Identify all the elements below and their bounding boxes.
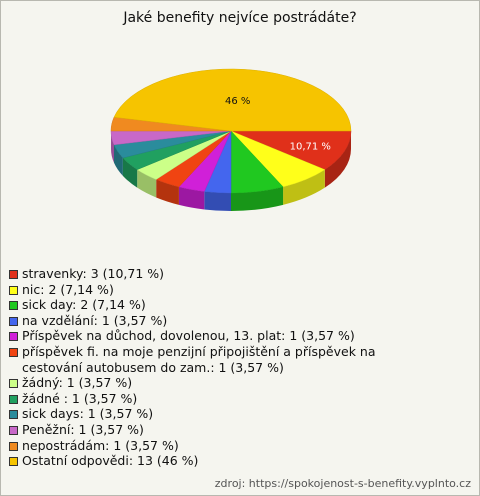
legend: stravenky: 3 (10,71 %) nic: 2 (7,14 %) sic… (9, 266, 429, 469)
slice (113, 68, 352, 132)
slice-side (137, 169, 157, 198)
legend-swatch (9, 394, 18, 404)
legend-swatch (9, 441, 18, 451)
source: zdroj: https://spokojenost-s-benefity.vy… (214, 477, 471, 490)
slice-side (178, 186, 205, 210)
legend-item: příspěvek fi. na moje penzijní připojišt… (9, 344, 429, 375)
slice-side (283, 169, 325, 205)
slice-side (156, 179, 179, 205)
legend-swatch (9, 457, 18, 467)
legend-label: stravenky: 3 (10,71 %) (22, 266, 165, 281)
legend-swatch (9, 301, 18, 311)
pie-area: Jaké benefity nejvíce postrádáte? 10,71 … (110, 10, 357, 211)
legend-label: žádný: 1 (3,57 %) (22, 375, 133, 391)
slice-side (204, 191, 231, 211)
legend-swatch (9, 425, 18, 435)
legend-label: Příspěvek na důchod, dovolenou, 13. plat… (22, 328, 355, 344)
legend-item: Ostatní odpovědi: 13 (46 %) (9, 453, 429, 469)
legend-swatch (9, 379, 18, 389)
legend-label: nic: 2 (7,14 %) (22, 281, 114, 297)
legend-swatch (9, 332, 18, 342)
legend-label: sick day: 2 (7,14 %) (22, 297, 146, 313)
legend-item: nic: 2 (7,14 %) (9, 282, 429, 298)
legend-swatch (9, 410, 18, 420)
legend-item: Peněžní: 1 (3,57 %) (9, 422, 429, 438)
legend-label: nepostrádám: 1 (3,57 %) (22, 437, 179, 453)
legend-item: na vzdělání: 1 (3,57 %) (9, 313, 429, 329)
legend-label: Ostatní odpovědi: 13 (46 %) (22, 453, 199, 469)
legend-item: stravenky: 3 (10,71 %) (9, 266, 429, 282)
legend-item: Příspěvek na důchod, dovolenou, 13. plat… (9, 328, 429, 344)
legend-label: Peněžní: 1 (3,57 %) (22, 421, 144, 437)
legend-label: příspěvek fi. na moje penzijní připojišt… (22, 343, 376, 375)
legend-swatch (9, 316, 18, 326)
legend-item: žádný: 1 (3,57 %) (9, 375, 429, 391)
legend-swatch (9, 347, 18, 357)
legend-swatch (9, 285, 18, 295)
legend-item: sick day: 2 (7,14 %) (9, 297, 429, 313)
slice (230, 130, 352, 170)
legend-swatch (9, 270, 18, 279)
slice-label: 10,71 % (290, 141, 331, 152)
legend-item: sick days: 1 (3,57 %) (9, 406, 429, 422)
legend-label: sick days: 1 (3,57 %) (22, 406, 154, 422)
slice-label: 46 % (225, 96, 250, 107)
chart-title: Jaké benefity nejvíce postrádáte? (122, 10, 356, 26)
slice-side (122, 157, 138, 188)
slice-side (114, 144, 123, 176)
legend-label: žádné : 1 (3,57 %) (22, 390, 138, 406)
legend-item: nepostrádám: 1 (3,57 %) (9, 438, 429, 454)
legend-item: žádné : 1 (3,57 %) (9, 391, 429, 407)
legend-label: na vzdělání: 1 (3,57 %) (22, 312, 168, 328)
